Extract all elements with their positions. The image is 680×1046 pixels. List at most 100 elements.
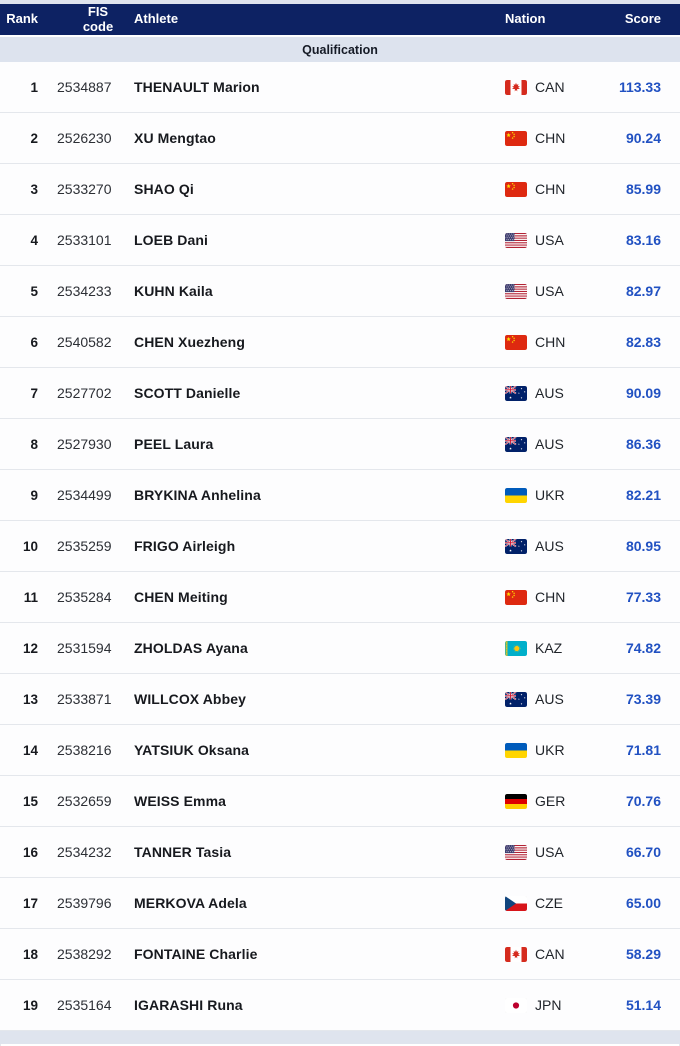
column-header-score: Score xyxy=(624,11,661,27)
score-cell: 80.95 xyxy=(625,538,661,554)
athlete-name: TANNER Tasia xyxy=(134,844,232,860)
score-cell: 65.00 xyxy=(625,895,661,911)
fis-code-cell: 2538292 xyxy=(57,946,112,962)
score-cell: 58.29 xyxy=(625,946,661,962)
table-row[interactable]: 5 2534233 KUHN Kaila USA 82.97 xyxy=(0,266,680,317)
fis-code-cell: 2535259 xyxy=(57,538,112,554)
nation-cell: AUS xyxy=(499,538,584,554)
rank-cell: 9 xyxy=(30,487,38,503)
fis-code-cell: 2527930 xyxy=(57,436,112,452)
table-header: Rank FIS code Athlete Nation Score xyxy=(0,4,680,37)
nation-cell: CHN xyxy=(499,181,584,197)
nation-code-label: JPN xyxy=(535,997,562,1013)
score-cell: 73.39 xyxy=(625,691,661,707)
nation-cell: UKR xyxy=(499,487,584,503)
table-row[interactable]: 6 2540582 CHEN Xuezheng CHN 82.83 xyxy=(0,317,680,368)
nation-cell: AUS xyxy=(499,385,584,401)
score-cell: 77.33 xyxy=(625,589,661,605)
table-row[interactable]: 17 2539796 MERKOVA Adela CZE 65.00 xyxy=(0,878,680,929)
score-cell: 51.14 xyxy=(625,997,661,1013)
nation-flag-icon-usa xyxy=(505,844,527,860)
table-row[interactable]: 14 2538216 YATSIUK Oksana UKR 71.81 xyxy=(0,725,680,776)
fis-code-cell: 2540582 xyxy=(57,334,112,350)
table-row[interactable]: 12 2531594 ZHOLDAS Ayana KAZ 74.82 xyxy=(0,623,680,674)
fis-code-cell: 2531594 xyxy=(57,640,112,656)
athlete-name: KUHN Kaila xyxy=(134,283,213,299)
nation-code-label: AUS xyxy=(535,691,564,707)
fis-code-cell: 2533101 xyxy=(57,232,112,248)
nation-flag-icon-ukr xyxy=(505,487,527,503)
nation-cell: JPN xyxy=(499,997,584,1013)
table-row[interactable]: 2 2526230 XU Mengtao CHN 90.24 xyxy=(0,113,680,164)
nation-flag-icon-cze xyxy=(505,895,527,911)
fis-code-cell: 2534499 xyxy=(57,487,112,503)
nation-flag-icon-ger xyxy=(505,793,527,809)
nation-flag-icon-ukr xyxy=(505,742,527,758)
athlete-name: PEEL Laura xyxy=(134,436,214,452)
nation-code-label: UKR xyxy=(535,487,565,503)
score-cell: 74.82 xyxy=(625,640,661,656)
rank-cell: 10 xyxy=(22,538,38,554)
athlete-name: IGARASHI Runa xyxy=(134,997,243,1013)
table-row[interactable]: 16 2534232 TANNER Tasia USA 66.70 xyxy=(0,827,680,878)
table-row[interactable]: 18 2538292 FONTAINE Charlie CAN 58.29 xyxy=(0,929,680,980)
nation-cell: CAN xyxy=(499,946,584,962)
fis-code-cell: 2539796 xyxy=(57,895,112,911)
nation-cell: KAZ xyxy=(499,640,584,656)
rank-cell: 18 xyxy=(22,946,38,962)
score-cell: 82.97 xyxy=(625,283,661,299)
rank-cell: 8 xyxy=(30,436,38,452)
rank-cell: 17 xyxy=(22,895,38,911)
nation-flag-icon-can xyxy=(505,946,527,962)
nation-code-label: GER xyxy=(535,793,566,809)
nation-flag-icon-jpn xyxy=(505,997,527,1013)
column-header-rank: Rank xyxy=(6,11,38,27)
athlete-name: CHEN Meiting xyxy=(134,589,228,605)
athlete-name: SHAO Qi xyxy=(134,181,194,197)
nation-cell: GER xyxy=(499,793,584,809)
page-bottom-edge xyxy=(0,1031,680,1044)
table-row[interactable]: 9 2534499 BRYKINA Anhelina UKR 82.21 xyxy=(0,470,680,521)
page-top-edge xyxy=(0,0,680,4)
score-cell: 113.33 xyxy=(618,79,661,95)
athlete-name: WILLCOX Abbey xyxy=(134,691,247,707)
fis-code-cell: 2535164 xyxy=(57,997,112,1013)
nation-cell: AUS xyxy=(499,436,584,452)
table-row[interactable]: 15 2532659 WEISS Emma GER 70.76 xyxy=(0,776,680,827)
table-row[interactable]: 10 2535259 FRIGO Airleigh AUS 80.95 xyxy=(0,521,680,572)
table-row[interactable]: 7 2527702 SCOTT Danielle AUS 90.09 xyxy=(0,368,680,419)
fis-code-cell: 2533871 xyxy=(57,691,112,707)
nation-flag-icon-aus xyxy=(505,436,527,452)
nation-code-label: CAN xyxy=(535,946,565,962)
nation-cell: AUS xyxy=(499,691,584,707)
athlete-name: MERKOVA Adela xyxy=(134,895,247,911)
table-row[interactable]: 11 2535284 CHEN Meiting CHN 77.33 xyxy=(0,572,680,623)
nation-cell: USA xyxy=(499,844,584,860)
nation-flag-icon-usa xyxy=(505,283,527,299)
nation-code-label: CHN xyxy=(535,334,566,350)
nation-flag-icon-aus xyxy=(505,385,527,401)
table-row[interactable]: 13 2533871 WILLCOX Abbey AUS 73.39 xyxy=(0,674,680,725)
nation-flag-icon-aus xyxy=(505,691,527,707)
rank-cell: 3 xyxy=(30,181,38,197)
nation-cell: USA xyxy=(499,283,584,299)
rank-cell: 15 xyxy=(22,793,38,809)
table-row[interactable]: 4 2533101 LOEB Dani USA 83.16 xyxy=(0,215,680,266)
table-row[interactable]: 1 2534887 THENAULT Marion CAN 113.33 xyxy=(0,62,680,113)
table-row[interactable]: 3 2533270 SHAO Qi CHN 85.99 xyxy=(0,164,680,215)
rank-cell: 4 xyxy=(30,232,38,248)
rank-cell: 16 xyxy=(22,844,38,860)
fis-code-cell: 2526230 xyxy=(57,130,112,146)
rank-cell: 2 xyxy=(30,130,38,146)
nation-flag-icon-chn xyxy=(505,130,527,146)
nation-cell: CHN xyxy=(499,334,584,350)
athlete-name: XU Mengtao xyxy=(134,130,216,146)
table-row[interactable]: 8 2527930 PEEL Laura AUS 86.36 xyxy=(0,419,680,470)
nation-code-label: KAZ xyxy=(535,640,563,656)
results-rows: 1 2534887 THENAULT Marion CAN 113.33 2 2… xyxy=(0,62,680,1031)
nation-cell: CHN xyxy=(499,589,584,605)
nation-cell: USA xyxy=(499,232,584,248)
table-row[interactable]: 19 2535164 IGARASHI Runa JPN 51.14 xyxy=(0,980,680,1031)
score-cell: 70.76 xyxy=(625,793,661,809)
